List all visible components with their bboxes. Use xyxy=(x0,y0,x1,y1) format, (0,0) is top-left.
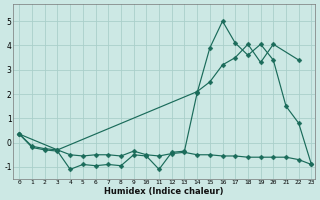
X-axis label: Humidex (Indice chaleur): Humidex (Indice chaleur) xyxy=(104,187,224,196)
